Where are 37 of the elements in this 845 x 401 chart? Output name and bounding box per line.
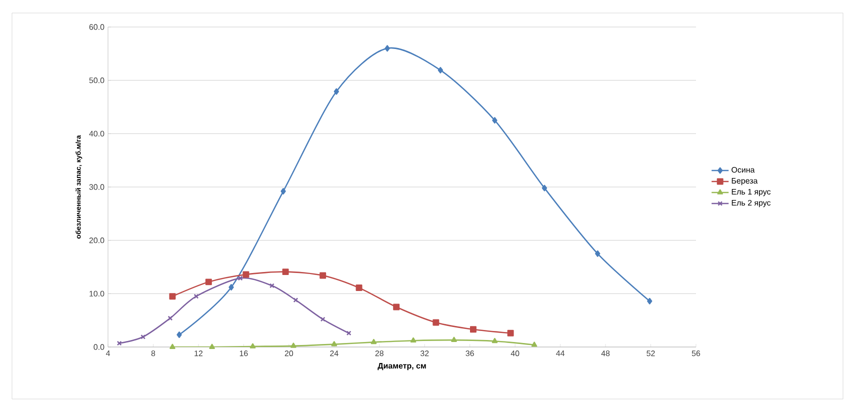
point xyxy=(507,330,514,336)
point xyxy=(238,276,243,281)
point xyxy=(542,184,548,192)
point xyxy=(170,344,176,349)
point xyxy=(334,88,340,95)
point xyxy=(209,344,215,349)
point xyxy=(250,343,256,348)
point xyxy=(176,331,182,338)
point xyxy=(168,316,173,321)
point xyxy=(282,268,289,276)
point xyxy=(169,293,176,300)
point xyxy=(290,342,296,348)
point xyxy=(384,45,390,52)
point xyxy=(205,278,212,286)
point xyxy=(356,284,362,292)
point xyxy=(293,298,298,303)
point xyxy=(470,326,476,333)
point xyxy=(228,284,234,291)
point xyxy=(140,334,146,340)
point xyxy=(280,188,286,195)
point xyxy=(269,283,274,288)
point xyxy=(410,337,416,343)
point xyxy=(242,271,250,278)
point xyxy=(194,294,199,299)
point xyxy=(451,336,457,342)
point xyxy=(492,338,498,344)
point xyxy=(438,66,444,74)
point xyxy=(393,304,400,310)
point xyxy=(320,272,326,279)
point xyxy=(647,298,652,304)
point xyxy=(370,338,377,344)
point xyxy=(432,319,440,326)
point xyxy=(492,117,498,124)
point xyxy=(595,250,600,257)
point xyxy=(320,316,326,322)
point xyxy=(331,341,338,346)
point xyxy=(531,342,538,347)
